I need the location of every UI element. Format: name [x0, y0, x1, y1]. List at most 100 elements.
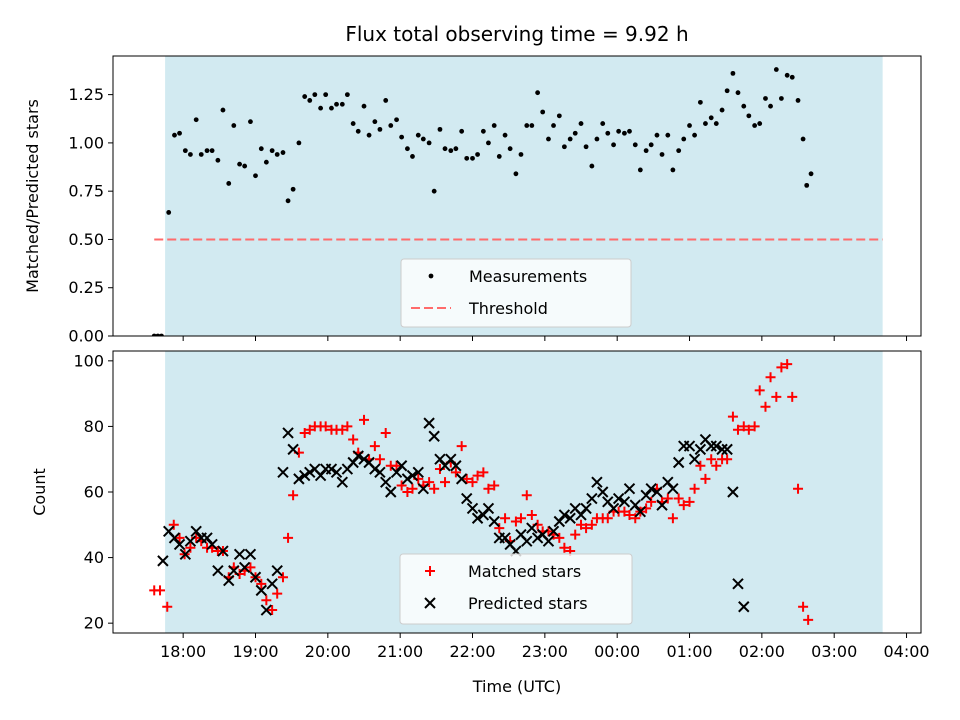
measurement-point [730, 70, 736, 76]
x-tick-label: 02:00 [739, 642, 785, 661]
predicted-star-point [217, 545, 229, 557]
predicted-star-point [249, 571, 262, 583]
legend-predicted-swatch [424, 597, 436, 609]
predicted-star-point [287, 443, 299, 456]
matched-star-point [320, 421, 331, 432]
measurement-point [166, 210, 172, 215]
matched-star-point [380, 427, 391, 438]
matched-star-point [168, 519, 179, 530]
predicted-star-point [629, 499, 641, 511]
matched-star-point [765, 372, 776, 383]
matched-star-point [576, 519, 587, 530]
measurement-point [431, 188, 437, 194]
x-axis-label: Time (UTC) [472, 677, 561, 696]
predicted-star-point [304, 466, 316, 479]
measurement-point [665, 132, 671, 138]
matched-star-point [461, 473, 472, 484]
matched-star-point [581, 523, 592, 534]
matched-star-point [434, 464, 445, 475]
predicted-star-point [477, 509, 490, 521]
measurement-point [513, 171, 519, 177]
matched-star-point [402, 487, 413, 497]
predicted-star-point [423, 417, 435, 429]
x-tick-label: 20:00 [305, 642, 351, 661]
predicted-star-point [255, 584, 267, 597]
matched-star-point [706, 454, 717, 465]
y-tick-label: 0.75 [68, 182, 104, 201]
measurement-point [578, 121, 584, 126]
matched-star-point [619, 506, 630, 517]
measurement-point [182, 148, 188, 154]
predicted-star-point [428, 430, 440, 442]
matched-star-point [787, 391, 798, 402]
measurement-point [209, 148, 215, 154]
measurement-point [632, 142, 638, 148]
x-tick-label: 04:00 [883, 642, 929, 661]
predicted-star-point [179, 548, 192, 561]
measurement-point [312, 92, 318, 98]
axes-frame [112, 55, 922, 337]
matched-star-point [407, 483, 418, 494]
predicted-star-point [455, 473, 468, 485]
measurement-point [670, 167, 676, 173]
matched-star-point [662, 493, 673, 504]
measurement-point [507, 146, 513, 152]
measurement-point [334, 101, 339, 107]
measurement-point [159, 333, 164, 336]
predicted-star-point [282, 427, 294, 439]
predicted-star-point [580, 502, 592, 515]
measurement-point [800, 136, 806, 142]
matched-star-point [185, 542, 196, 553]
matched-star-point [732, 424, 743, 435]
legend-box [400, 258, 632, 328]
matched-star-point [155, 585, 166, 596]
predicted-star-point [710, 440, 722, 452]
measurement-point [237, 161, 242, 167]
legend-box [399, 553, 633, 625]
matched-star-point [429, 483, 440, 494]
measurement-point [366, 132, 372, 138]
matched-star-point [803, 614, 814, 625]
matched-star-point [348, 434, 359, 445]
predicted-star-point [412, 466, 424, 479]
measurement-point [808, 171, 814, 177]
matched-star-point [272, 588, 283, 599]
predicted-star-point [482, 502, 495, 515]
measurement-point [616, 128, 622, 134]
matched-star-point [521, 490, 532, 501]
measurement-point [242, 163, 248, 169]
predicted-star-point [228, 564, 240, 577]
measurement-point [459, 128, 465, 134]
matched-star-point [456, 441, 467, 452]
y-axis-label: Matched/Predicted stars [23, 99, 42, 293]
predicted-star-point [369, 463, 381, 475]
measurement-point [605, 130, 611, 136]
measurement-point [470, 155, 475, 161]
matched-star-point [288, 490, 299, 501]
measurement-point [763, 96, 768, 101]
predicted-star-point [688, 453, 701, 465]
matched-star-point [510, 516, 521, 527]
matched-star-point [602, 513, 613, 524]
measurement-point [464, 155, 470, 161]
predicted-star-point [716, 443, 728, 456]
measurement-point [177, 130, 182, 136]
measurement-point [611, 142, 616, 148]
predicted-star-point [395, 460, 408, 472]
matched-star-point [678, 500, 689, 511]
predicted-star-point [738, 601, 750, 613]
matched-star-point [450, 467, 461, 478]
matched-star-point [472, 470, 483, 481]
matched-star-point [277, 572, 288, 583]
predicted-star-point [623, 483, 636, 495]
measurement-point [410, 154, 415, 159]
measurement-point [453, 146, 459, 152]
x-tick-label: 23:00 [522, 642, 568, 661]
measurement-point [692, 132, 697, 138]
predicted-star-point [201, 532, 213, 544]
count-panel: 20 40 60 80 100 18:00 19:00 20:00 21:00 22:00 23:0… [30, 350, 930, 696]
measurement-point [269, 148, 275, 154]
legend-label: Predicted stars [468, 594, 588, 613]
y-tick-label: 80 [84, 417, 104, 436]
predicted-star-point [190, 525, 202, 538]
